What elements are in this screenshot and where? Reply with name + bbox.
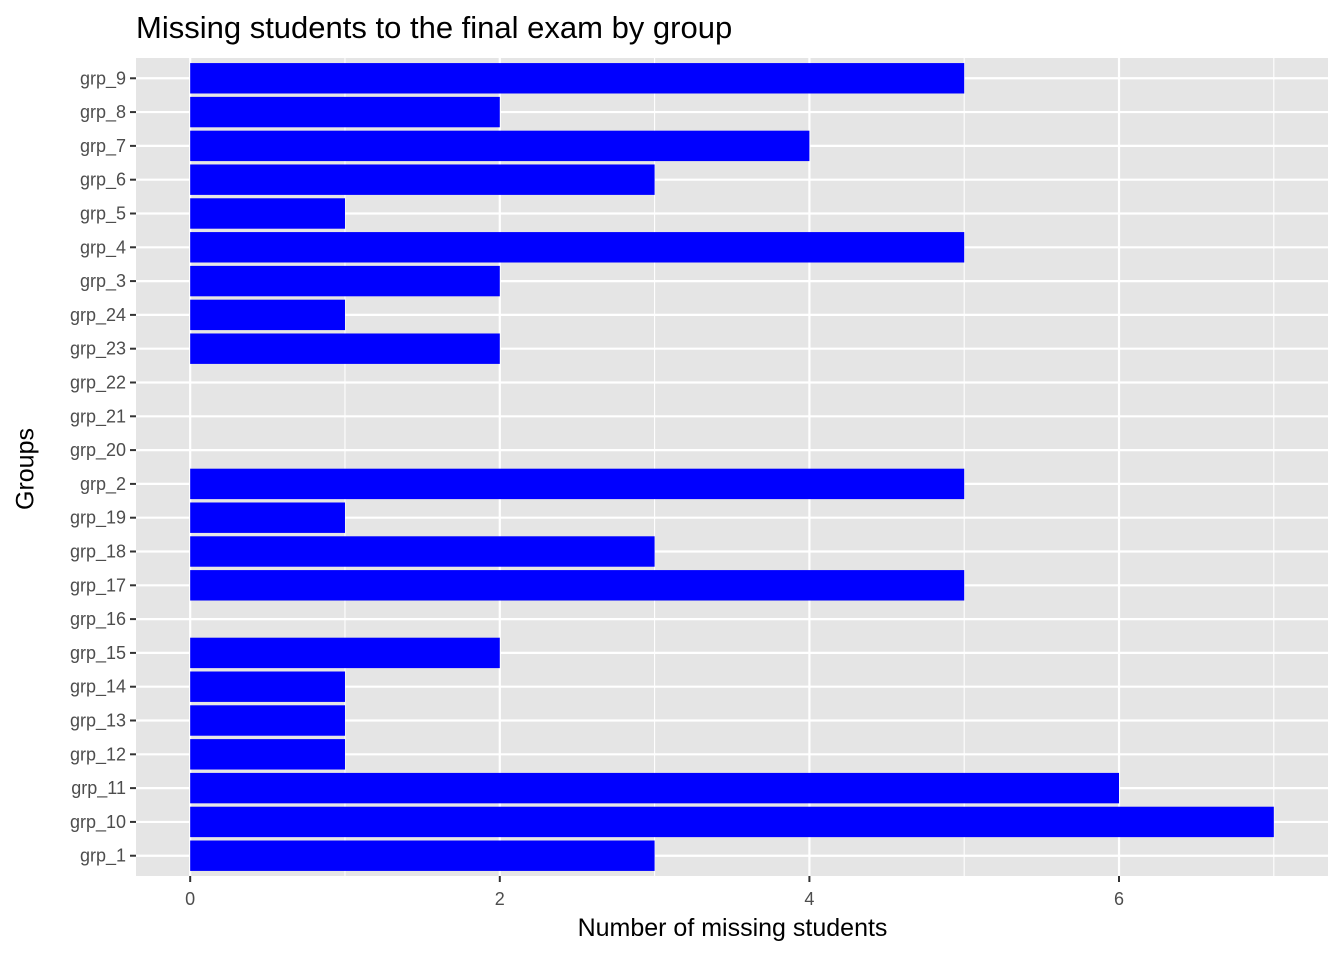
x-tick-label: 2 — [495, 889, 505, 909]
bar-grp-14 — [190, 671, 345, 702]
y-axis-label: Groups — [11, 428, 40, 510]
x-tick-label: 0 — [185, 889, 195, 909]
y-tick-label: grp_13 — [70, 711, 126, 732]
bar-grp-3 — [190, 265, 500, 297]
x-axis-label: Number of missing students — [577, 914, 888, 942]
y-tick-label: grp_22 — [70, 372, 126, 393]
y-tick-label: grp_9 — [80, 68, 126, 89]
y-tick-label: grp_4 — [80, 237, 126, 258]
bar-grp-1 — [190, 840, 655, 871]
bar-grp-2 — [190, 468, 965, 500]
bar-grp-18 — [190, 536, 655, 567]
x-tick-label: 4 — [804, 889, 814, 909]
bar-grp-24 — [190, 299, 345, 331]
bar-grp-10 — [190, 806, 1274, 838]
y-tick-label: grp_5 — [80, 203, 126, 224]
bar-grp-15 — [190, 637, 500, 669]
y-tick-label: grp_18 — [70, 542, 126, 563]
y-tick-label: grp_14 — [70, 677, 126, 698]
bar-grp-9 — [190, 63, 965, 94]
y-tick-label: grp_1 — [80, 846, 126, 867]
bar-grp-11 — [190, 772, 1120, 804]
y-tick-label: grp_8 — [80, 102, 126, 123]
bar-grp-6 — [190, 164, 655, 195]
y-tick-label: grp_16 — [70, 609, 126, 630]
y-tick-label: grp_11 — [71, 778, 126, 799]
y-tick-label: grp_7 — [80, 136, 126, 157]
y-tick-label: grp_15 — [70, 643, 126, 664]
bar-grp-19 — [190, 502, 345, 533]
y-tick-label: grp_6 — [80, 170, 126, 191]
bar-grp-4 — [190, 232, 965, 263]
y-tick-label: grp_17 — [70, 575, 126, 596]
bar-grp-12 — [190, 739, 345, 770]
y-tick-label: grp_20 — [70, 440, 126, 461]
y-tick-label: grp_23 — [70, 339, 126, 360]
y-tick-label: grp_3 — [80, 271, 126, 292]
y-tick-label: grp_21 — [70, 406, 126, 427]
y-tick-label: grp_10 — [70, 812, 126, 833]
y-tick-label: grp_19 — [70, 508, 126, 529]
bar-grp-23 — [190, 333, 500, 364]
x-tick-label: 6 — [1114, 889, 1124, 909]
bar-grp-17 — [190, 570, 965, 601]
y-tick-label: grp_24 — [70, 305, 126, 326]
y-tick-label: grp_2 — [80, 474, 126, 495]
bar-grp-13 — [190, 705, 345, 736]
y-tick-label: grp_12 — [70, 744, 126, 765]
bar-grp-7 — [190, 130, 810, 162]
bar-grp-5 — [190, 198, 345, 229]
bar-grp-8 — [190, 96, 500, 128]
chart-title: Missing students to the final exam by gr… — [136, 10, 733, 45]
